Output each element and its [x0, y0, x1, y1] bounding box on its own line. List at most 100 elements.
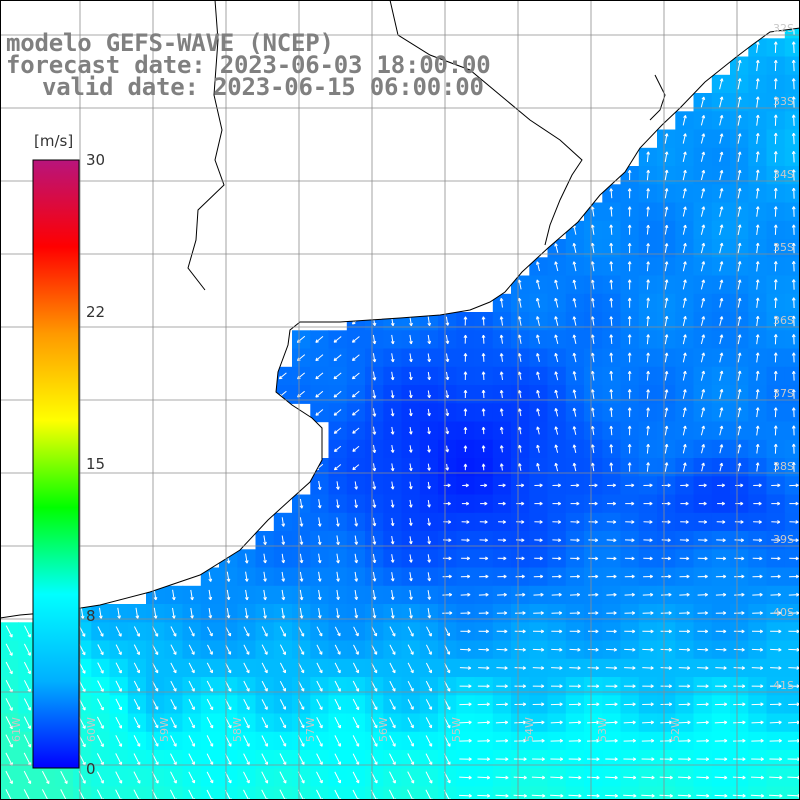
- wind-arrow: [243, 735, 250, 747]
- wind-arrow: [206, 753, 214, 766]
- wind-arrow: [459, 666, 472, 670]
- wind-arrow: [791, 132, 796, 145]
- wind-cell: [784, 257, 800, 277]
- wind-arrow: [791, 370, 796, 381]
- wind-arrow: [773, 224, 778, 235]
- wind-arrow: [427, 334, 432, 345]
- wind-arrow: [390, 463, 395, 472]
- wind-arrow: [460, 574, 471, 579]
- wind-arrow: [572, 261, 577, 272]
- wind-arrow: [354, 481, 358, 490]
- border-line: [389, 0, 583, 246]
- wind-arrow: [461, 520, 470, 524]
- wind-cell: [511, 786, 530, 800]
- wind-arrow: [551, 647, 563, 652]
- wind-arrow: [427, 500, 431, 508]
- wind-arrow: [642, 629, 654, 634]
- wind-arrow: [737, 352, 742, 363]
- wind-arrow: [299, 535, 304, 545]
- wind-arrow: [459, 775, 472, 780]
- wind-arrow: [590, 279, 595, 290]
- wind-arrow: [554, 243, 559, 253]
- wind-arrow: [41, 770, 50, 785]
- wind-arrow: [587, 702, 600, 707]
- wind-cell: [547, 786, 567, 800]
- wind-arrow: [333, 390, 342, 398]
- wind-arrow: [133, 644, 140, 656]
- wind-arrow: [770, 574, 781, 579]
- wind-arrow: [755, 443, 760, 454]
- wind-arrow: [225, 626, 232, 637]
- wind-arrow: [170, 680, 177, 692]
- wind-arrow: [700, 425, 705, 436]
- wind-arrow: [425, 771, 433, 784]
- wind-arrow: [481, 389, 486, 399]
- wind-arrow: [97, 698, 104, 711]
- wind-arrow: [771, 538, 781, 543]
- wind-arrow: [279, 699, 286, 710]
- wind-arrow: [408, 518, 413, 526]
- wind-arrow: [279, 662, 286, 674]
- wind-arrow: [554, 408, 559, 417]
- wind-arrow: [570, 538, 580, 543]
- wind-arrow: [664, 188, 669, 199]
- wind-arrow: [625, 483, 635, 488]
- wind-arrow: [627, 188, 632, 199]
- wind-arrow: [696, 793, 710, 798]
- wind-arrow: [678, 738, 691, 743]
- wind-arrow: [499, 426, 504, 435]
- wind-arrow: [554, 389, 559, 399]
- wind-arrow: [552, 483, 561, 488]
- wind-arrow: [336, 589, 340, 601]
- wind-arrow: [263, 571, 267, 582]
- wind-arrow: [664, 169, 669, 181]
- colorbar-tick-22: 22: [86, 303, 106, 321]
- wind-arrow: [478, 647, 490, 652]
- lat-label: 38S: [773, 460, 794, 473]
- wind-arrow: [170, 644, 177, 655]
- wind-arrow: [459, 738, 472, 743]
- wind-arrow: [5, 716, 13, 730]
- wind-arrow: [427, 390, 431, 399]
- wind-arrow: [678, 647, 691, 652]
- wind-arrow: [753, 501, 762, 506]
- wind-arrow: [769, 720, 782, 725]
- wind-arrow: [427, 608, 432, 619]
- wind-arrow: [627, 352, 632, 363]
- wind-arrow: [714, 738, 728, 743]
- wind-arrow: [459, 720, 472, 725]
- wind-arrow: [279, 644, 286, 656]
- wind-arrow: [477, 757, 490, 762]
- wind-arrow: [243, 771, 250, 784]
- wind-arrow: [755, 206, 760, 217]
- wind-arrow: [153, 589, 158, 601]
- wind-arrow: [791, 462, 796, 472]
- wind-arrow: [605, 793, 618, 798]
- wind-arrow: [588, 592, 599, 597]
- wind-arrow: [153, 607, 158, 619]
- wind-arrow: [623, 775, 637, 780]
- wind-cell: [529, 786, 549, 800]
- wind-arrow: [572, 426, 577, 435]
- wind-cell: [383, 786, 403, 800]
- wind-cell: [784, 458, 800, 477]
- wind-arrow: [660, 666, 672, 670]
- wind-arrow: [334, 716, 341, 729]
- wind-arrow: [572, 462, 577, 472]
- wind-arrow: [719, 297, 724, 308]
- wind-arrow: [551, 666, 563, 670]
- wind-arrow: [407, 717, 414, 729]
- lon-label: 53W: [596, 717, 609, 742]
- wind-arrow: [588, 574, 599, 579]
- wind-cell: [784, 202, 800, 222]
- wind-arrow: [715, 629, 727, 634]
- wind-arrow: [700, 151, 706, 162]
- wind-arrow: [664, 206, 669, 217]
- wind-arrow: [664, 151, 669, 163]
- wind-cell: [784, 184, 800, 204]
- wind-arrow: [188, 771, 196, 784]
- wind-arrow: [609, 261, 614, 272]
- wind-arrow: [188, 753, 195, 766]
- wind-arrow: [682, 334, 687, 345]
